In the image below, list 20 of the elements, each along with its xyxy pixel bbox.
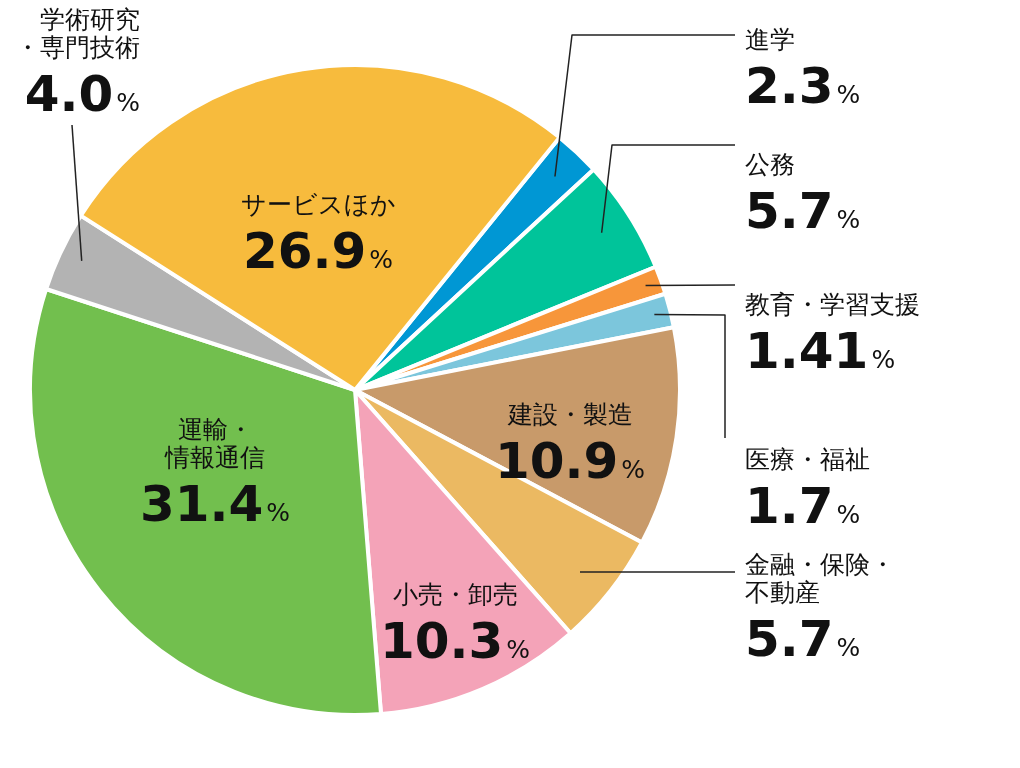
slice-label: 金融・保険・不動産: [745, 550, 895, 607]
data-label: 4.0%: [24, 65, 140, 123]
slice-label: 運輸・情報通信: [164, 415, 265, 472]
data-label: 26.9%: [242, 222, 394, 280]
slice-label: 建設・製造: [506, 400, 633, 429]
slice-label: 小売・卸売: [392, 580, 518, 609]
data-label: 5.7%: [745, 610, 861, 668]
data-label: 31.4%: [139, 475, 291, 533]
slice-label: 教育・学習支援: [745, 290, 920, 319]
data-label: 2.3%: [745, 57, 861, 115]
slice-label: 進学: [745, 25, 795, 54]
slice-label: サービスほか: [240, 190, 396, 219]
data-label: 10.3%: [379, 612, 531, 670]
data-label: 1.41%: [745, 322, 896, 380]
slice-label: 公務: [745, 150, 795, 179]
slice-label: 学術研究・専門技術: [15, 5, 140, 62]
data-label: 10.9%: [494, 432, 646, 490]
slice-label: 医療・福祉: [745, 445, 870, 474]
data-label: 1.7%: [745, 477, 861, 535]
data-label: 5.7%: [745, 182, 861, 240]
